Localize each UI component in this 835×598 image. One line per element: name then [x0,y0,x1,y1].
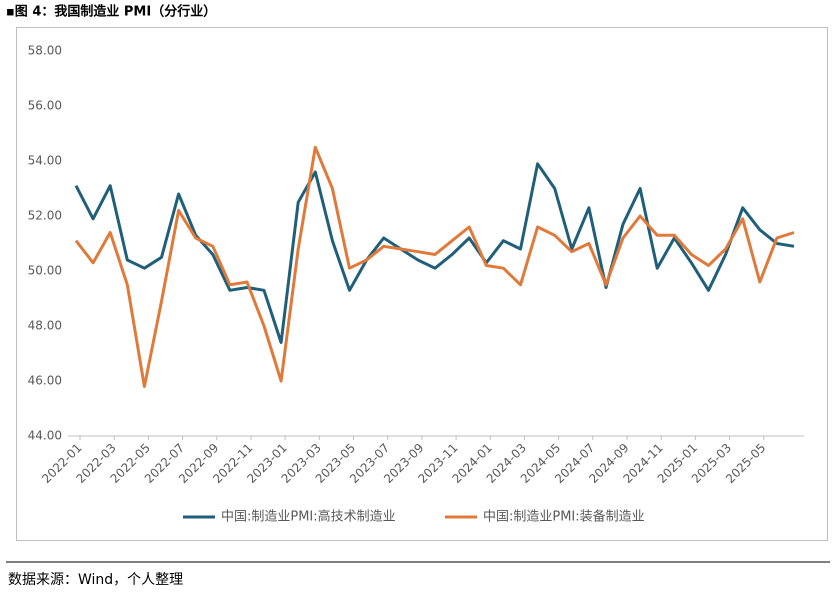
y-tick-label: 54.00 [28,154,62,168]
legend-label: 中国:制造业PMI:高技术制造业 [221,509,396,525]
legend-label: 中国:制造业PMI:装备制造业 [483,509,645,525]
source-note: 数据来源：Wind，个人整理 [8,572,183,588]
y-tick-label: 44.00 [28,429,62,443]
y-tick-label: 48.00 [28,319,62,333]
y-tick-label: 52.00 [28,209,62,223]
y-tick-label: 58.00 [28,44,62,58]
y-tick-label: 46.00 [28,374,62,388]
chart-frame [16,27,828,541]
figure-title: ▪图 4：我国制造业 PMI（分行业） [6,4,216,20]
y-tick-label: 50.00 [28,264,62,278]
series-line [74,145,795,388]
y-tick-label: 56.00 [28,99,62,113]
